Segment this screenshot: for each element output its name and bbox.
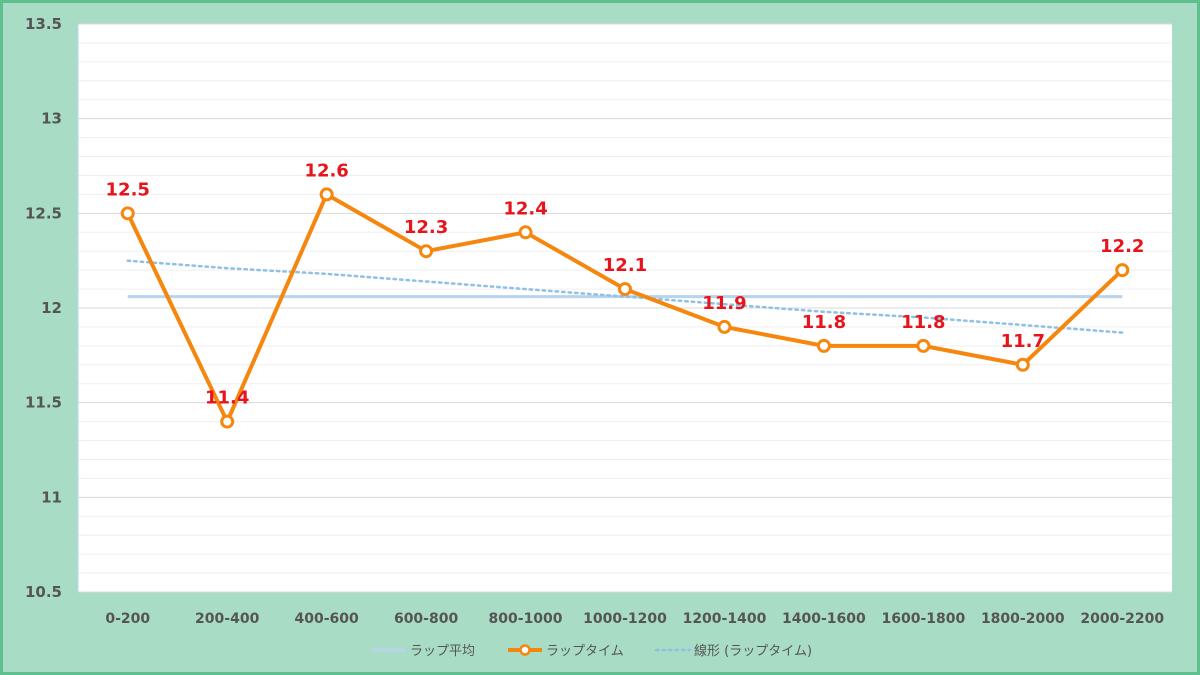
x-tick-label: 1400-1600 — [782, 611, 866, 627]
legend-label-lap-time: ラップタイム — [546, 644, 624, 659]
data-point — [816, 338, 831, 353]
x-tick-label: 1600-1800 — [881, 611, 965, 627]
data-label: 11.8 — [901, 312, 945, 333]
data-label: 11.7 — [1001, 331, 1045, 352]
data-label: 12.2 — [1100, 236, 1144, 257]
legend-label-trend: 線形 (ラップタイム) — [694, 643, 812, 659]
y-tick-label: 11.5 — [25, 394, 62, 412]
y-tick-label: 13 — [41, 110, 62, 128]
data-point — [419, 244, 434, 259]
data-point — [618, 282, 632, 297]
y-tick-label: 12.5 — [25, 204, 62, 222]
x-tick-label: 600-800 — [394, 611, 459, 627]
y-tick-label: 12 — [41, 299, 62, 317]
data-label: 12.1 — [603, 255, 647, 276]
legend-marker-lap-time — [519, 644, 531, 656]
data-point — [220, 414, 235, 429]
data-label: 11.9 — [702, 293, 746, 314]
data-label: 12.6 — [304, 160, 348, 181]
x-tick-label: 1200-1400 — [683, 611, 767, 627]
x-tick-label: 0-200 — [105, 611, 150, 627]
x-tick-label: 1800-2000 — [981, 611, 1065, 627]
legend-label-average: ラップ平均 — [410, 644, 475, 659]
data-label: 11.8 — [802, 312, 846, 333]
x-tick-label: 200-400 — [195, 611, 260, 627]
data-label: 12.5 — [106, 179, 150, 200]
x-tick-label: 2000-2200 — [1080, 611, 1164, 627]
data-label: 11.4 — [205, 388, 249, 409]
data-point — [518, 225, 533, 240]
y-tick-label: 10.5 — [25, 583, 62, 601]
x-tick-label: 1000-1200 — [583, 611, 667, 627]
data-point — [916, 338, 931, 353]
data-point — [319, 187, 334, 202]
data-label: 12.3 — [404, 217, 448, 238]
data-label: 12.4 — [503, 198, 547, 219]
y-tick-label: 11 — [41, 488, 62, 506]
data-point — [717, 319, 732, 334]
data-point — [1015, 357, 1030, 372]
x-tick-label: 800-1000 — [489, 611, 563, 627]
data-point — [1115, 263, 1130, 278]
data-point — [120, 206, 135, 221]
y-tick-label: 13.5 — [25, 15, 62, 33]
x-tick-label: 400-600 — [295, 611, 360, 627]
